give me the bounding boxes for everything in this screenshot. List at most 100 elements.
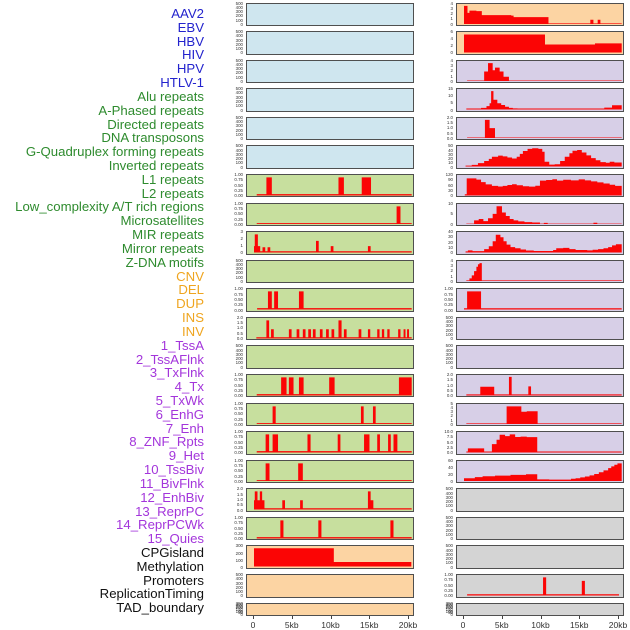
row-label-cpgisland: CPGisland <box>140 544 204 560</box>
y-tick-label: 0 <box>450 507 453 513</box>
y-tick-label: 0.00 <box>234 450 243 456</box>
row-label-hpv: HPV <box>176 61 204 77</box>
plot-left-inverted-repeats <box>246 316 414 341</box>
y-tick-label: 10 <box>448 93 453 99</box>
y-tick-label: 500 <box>235 572 243 578</box>
x-axis-label-left-15kb: 15kb <box>360 619 379 630</box>
y-tick-label: 2 <box>240 236 243 242</box>
y-tick-label: 0.50 <box>234 411 243 417</box>
y-tick-label: 400 <box>445 319 453 325</box>
y-tick-label: 400 <box>235 262 243 268</box>
y-tick-label: 30 <box>448 234 453 240</box>
series-area-cnv <box>254 548 412 567</box>
y-tick-label: 400 <box>445 347 453 353</box>
y-tick-label: 5 <box>450 100 453 106</box>
series-area-mirror-repeats <box>254 491 412 510</box>
plot-right-2-tssaflnk <box>456 88 624 112</box>
series-area-mir-repeats <box>256 463 412 482</box>
y-tick-label: 0.00 <box>234 479 243 485</box>
y-tick-label: 2 <box>450 68 453 74</box>
plot-right-methylation <box>456 516 624 541</box>
y-tick-label: 0.50 <box>234 440 243 445</box>
y-tick-label: 100 <box>235 589 243 595</box>
x-tick-mark <box>579 616 581 620</box>
y-tick-label: 100 <box>235 360 243 366</box>
y-tick-label: 0 <box>450 336 453 342</box>
y-tick-label: 300 <box>235 123 243 129</box>
y-tick-label: 1.5 <box>446 120 453 126</box>
y-tick-label: 350 <box>235 600 243 606</box>
y-tick-label: 0.50 <box>234 297 243 303</box>
plot-right-9-het <box>456 288 624 312</box>
series-area-z-dna-motifs <box>256 520 412 539</box>
y-tick-label: 300 <box>235 580 243 586</box>
y-tick-label: 1.0 <box>446 382 453 388</box>
row-label-methylation: Methylation <box>136 558 204 574</box>
x-tick-mark <box>408 616 409 620</box>
y-tick-label: 0 <box>450 193 453 199</box>
y-tick-label: 400 <box>235 147 243 153</box>
y-tick-label: 0 <box>450 422 453 428</box>
series-area-8-znf-rpts <box>466 262 622 282</box>
y-tick-label: 2.0 <box>446 115 453 120</box>
y-tick-label: 500 <box>235 343 243 349</box>
series-area-directed-repeats <box>254 234 412 253</box>
y-tick-label: 1.00 <box>234 172 243 178</box>
y-tick-label: 2.0 <box>446 372 453 378</box>
row-label-13-reprpc: 13_ReprPC <box>135 503 204 519</box>
plot-left-hiv <box>246 88 414 112</box>
row-label-15-quies: 15_Quies <box>147 531 204 547</box>
y-tick-label: 100 <box>235 46 243 52</box>
y-tick-label: 0 <box>240 164 243 170</box>
plot-right-replicationtiming <box>456 574 624 598</box>
y-tick-label: 0.5 <box>446 388 453 394</box>
plot-right-1-tssa <box>456 59 624 84</box>
y-tick-label: 100 <box>445 332 453 338</box>
y-tick-label: 400 <box>235 62 243 68</box>
y-tick-label: 0 <box>450 164 453 170</box>
row-label-8-znf-rpts: 8_ZNF_Rpts <box>129 434 204 450</box>
y-tick-label: 30 <box>448 152 453 158</box>
y-tick-label: 10 <box>448 160 453 166</box>
x-axis-label-right-20kb: 20kb <box>608 619 628 630</box>
row-label-del: DEL <box>178 282 204 298</box>
y-tick-label: 300 <box>235 266 243 272</box>
y-tick-label: 0 <box>450 279 453 285</box>
y-tick-label: 3 <box>450 263 453 269</box>
y-tick-label: 50 <box>448 143 453 149</box>
row-label-replicationtiming: ReplicationTiming <box>99 586 204 602</box>
y-tick-label: 0 <box>450 222 453 228</box>
y-tick-label: 300 <box>235 543 243 549</box>
y-tick-label: 500 <box>445 343 453 349</box>
y-tick-label: 2 <box>450 268 453 274</box>
y-tick-label: 50 <box>238 610 243 616</box>
series-area-14-reprpcwk <box>466 434 622 453</box>
plot-left-aav2 <box>246 2 414 26</box>
row-label-14-reprpcwk: 14_ReprPCWk <box>116 517 204 533</box>
row-label-hbv: HBV <box>176 33 204 49</box>
x-axis-label-right-0: 0 <box>460 619 466 630</box>
y-tick-label: 0.00 <box>234 193 243 199</box>
y-tick-label: 40 <box>448 465 453 470</box>
y-tick-label: 20 <box>448 472 453 478</box>
y-tick-label: 15 <box>448 86 453 92</box>
row-label-l1-repeats: L1 repeats <box>141 171 204 187</box>
plot-left-g-quadruplex-forming-repeats <box>246 288 414 312</box>
y-tick-label: 1.00 <box>234 400 243 406</box>
y-tick-label: 0.0 <box>236 507 243 513</box>
row-label-inverted-repeats: Inverted repeats <box>108 158 204 174</box>
y-tick-label: 4 <box>450 405 453 410</box>
plot-left-dup <box>246 602 414 617</box>
plot-right-7-enh <box>456 231 624 255</box>
plot-right-12-enhbiv <box>456 373 624 398</box>
x-tick-mark <box>291 616 293 620</box>
y-tick-label: 0.5 <box>236 502 243 508</box>
series-area-6-enhg <box>466 205 622 225</box>
y-tick-label: 0 <box>450 79 453 85</box>
plot-left-del <box>246 574 414 598</box>
y-tick-label: 0 <box>240 136 243 142</box>
y-tick-label: 300 <box>235 152 243 158</box>
plot-left-hpv <box>246 116 414 141</box>
y-tick-label: 0.75 <box>234 434 243 440</box>
